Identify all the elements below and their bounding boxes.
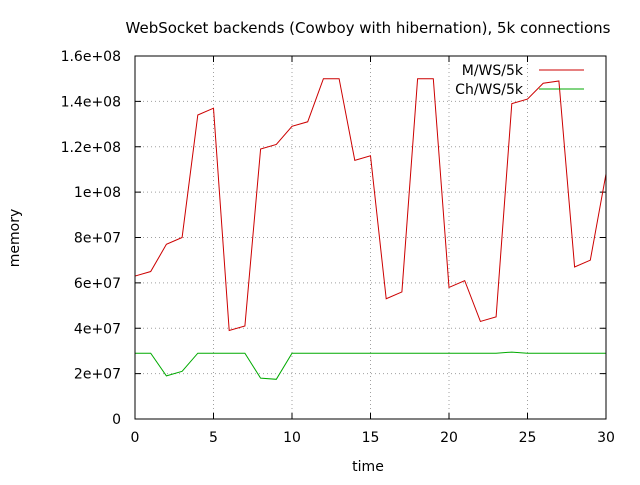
grid xyxy=(135,56,606,419)
y-tick-label: 6e+07 xyxy=(74,276,121,292)
x-tick-label: 15 xyxy=(362,430,380,446)
y-tick-label: 1e+08 xyxy=(74,185,121,201)
y-tick-label: 8e+07 xyxy=(74,231,121,247)
x-tick-label: 25 xyxy=(519,430,537,446)
x-axis-label: time xyxy=(352,459,384,475)
y-tick-label: 1.2e+08 xyxy=(61,140,121,156)
series-line-0 xyxy=(134,78,607,332)
y-axis-label: memory xyxy=(7,209,23,268)
y-tick-label: 0 xyxy=(112,412,121,428)
y-tick-label: 1.6e+08 xyxy=(61,49,121,65)
y-tick-label: 2e+07 xyxy=(74,367,121,383)
legend: M/WS/5k Ch/WS/5k xyxy=(455,63,584,98)
legend-label: Ch/WS/5k xyxy=(455,82,524,98)
plot-frame xyxy=(134,55,607,420)
legend-label: M/WS/5k xyxy=(462,63,524,79)
y-tick-label: 1.4e+08 xyxy=(61,94,121,110)
x-tick-label: 10 xyxy=(283,430,301,446)
axis-ticks: 0 2e+07 4e+07 6e+07 8e+07 1e+08 1.2e+08 1.4e+08… xyxy=(61,49,615,446)
series-line-1 xyxy=(135,351,606,380)
x-tick-label: 20 xyxy=(440,430,458,446)
series-group xyxy=(134,78,607,380)
y-tick-label: 4e+07 xyxy=(74,321,121,337)
x-tick-label: 0 xyxy=(131,430,140,446)
x-tick-label: 30 xyxy=(597,430,615,446)
x-tick-label: 5 xyxy=(209,430,218,446)
chart-title: WebSocket backends (Cowboy with hibernat… xyxy=(126,19,611,37)
